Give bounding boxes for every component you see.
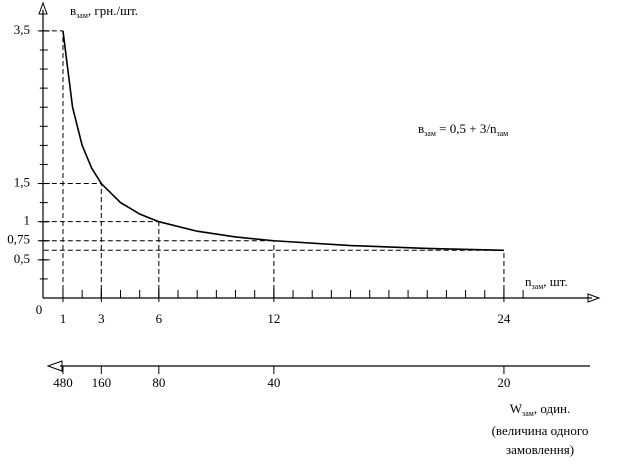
y-axis-label: взам, грн./шт. [70,3,138,20]
x2-axis-arrow [46,360,63,372]
x-axis-label-part: зам [532,282,544,291]
formula-part: = 0,5 + 3/n [436,121,497,136]
y-axis-label-part: в [70,3,76,18]
x-tick-label: 12 [267,311,280,326]
x-tick-label: 6 [156,311,163,326]
x-axis-label: nзам, шт. [525,274,568,291]
x2-axis-note: (величина одного [492,423,589,438]
y-axis-label-part: зам [76,11,88,20]
y-tick-label: 0,75 [7,232,30,247]
y-tick-label: 1 [24,213,31,228]
y-axis-arrow [38,1,48,15]
x-tick-label: 1 [60,311,67,326]
x2-tick-label: 160 [92,375,112,390]
curve [62,30,504,252]
x2-axis-label: Wзам, один. [510,401,570,418]
y-tick-label: 1,5 [14,175,30,190]
x-axis-label-part: , шт. [543,274,567,289]
x2-axis-label-part: , один. [534,401,570,416]
formula-part: в [418,121,424,136]
x-tick-label: 3 [98,311,105,326]
x-tick-label: 24 [497,311,511,326]
x-axis-arrow [587,293,601,303]
x2-axis-label-part: зам [522,409,534,418]
y-tick-label: 3,5 [14,22,30,37]
formula-part: зам [424,129,436,138]
x2-axis-note: замовлення) [506,442,574,457]
x2-axis-label-part: W [510,401,523,416]
origin-label: 0 [36,302,43,317]
formula-part: зам [496,129,508,138]
x2-tick-label: 20 [497,375,510,390]
formula: взам = 0,5 + 3/nзам [418,121,508,138]
y-axis-label-part: , грн./шт. [88,3,138,18]
x-axis-label-part: n [525,274,532,289]
x2-tick-label: 40 [267,375,280,390]
y-tick-label: 0,5 [14,251,30,266]
x2-tick-label: 480 [53,375,73,390]
x2-tick-label: 80 [152,375,165,390]
